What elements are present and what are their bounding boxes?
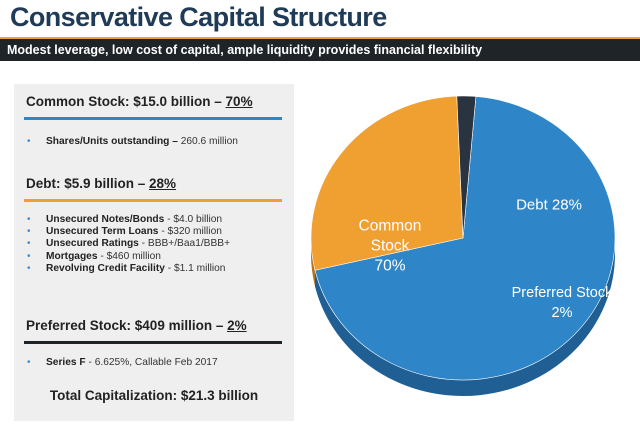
list-item: Shares/Units outstanding – 260.6 million [26,136,238,148]
common-stock-rule [24,117,282,120]
bullet-label: Unsecured Term Loans [46,226,159,238]
common-stock-percent: 70% [225,94,253,109]
pie-slice-common-stock [314,96,616,381]
page-title: Conservative Capital Structure [10,2,387,32]
debt-heading: Debt: $5.9 billion – 28% [26,176,176,191]
subtitle-banner: Modest leverage, low cost of capital, am… [0,39,640,61]
preferred-stock-heading: Preferred Stock: $409 million – 2% [26,318,247,333]
capital-summary-panel: Common Stock: $15.0 billion – 70% Shares… [14,84,294,421]
pie-label-debt: Debt 28% [516,196,582,213]
pie-label-line: Debt 28% [516,196,582,213]
debt-percent: 28% [149,176,177,191]
bullet-value: - BBB+/Baa1/BBB+ [138,238,231,250]
list-item: Series F - 6.625%, Callable Feb 2017 [26,357,218,369]
common-stock-bullets: Shares/Units outstanding – 260.6 million [26,136,238,148]
bullet-label: Mortgages [46,250,98,262]
list-item: Unsecured Term Loans - $320 million [26,226,230,238]
common-stock-heading-text: Common Stock: $15.0 billion – [26,94,226,109]
preferred-stock-heading-text: Preferred Stock: $409 million – [26,318,228,333]
common-stock-heading: Common Stock: $15.0 billion – 70% [26,94,253,109]
pie-chart-svg: Common Stock 70% Debt 28% Preferred Stock 2% [310,95,616,396]
bullet-value: - $320 million [158,226,222,238]
pie-label-line: Stock [371,237,410,254]
list-item: Revolving Credit Facility - $1.1 million [26,263,230,275]
debt-rule [24,199,282,202]
bullet-value: - $460 million [97,250,161,262]
total-capitalization: Total Capitalization: $21.3 billion [49,388,259,403]
debt-heading-text: Debt: $5.9 billion – [26,176,150,191]
bullet-label: Unsecured Notes/Bonds [46,214,165,225]
list-item: Unsecured Ratings - BBB+/Baa1/BBB+ [26,238,230,250]
pie-label-preferred-stock: Preferred Stock 2% [512,285,613,321]
bullet-value: - 6.625%, Callable Feb 2017 [85,357,218,368]
pie-label-line: Common [359,217,422,234]
bullet-value: 260.6 million [177,136,238,147]
bullet-value: - $4.0 billion [164,214,223,225]
capital-structure-pie-chart: Common Stock 70% Debt 28% Preferred Stock 2% [300,90,635,420]
bullet-label: Revolving Credit Facility [46,262,165,274]
preferred-stock-rule [24,341,282,344]
pie-label-line: 70% [374,257,405,274]
debt-bullets: Unsecured Notes/Bonds - $4.0 billion Uns… [26,214,230,275]
title-underline [0,37,640,39]
pie-label-common-stock: Common Stock 70% [359,217,422,274]
preferred-stock-percent: 2% [227,318,247,333]
bullet-label: Shares/Units outstanding – [46,136,178,147]
pie-label-line: 2% [552,305,573,321]
pie-label-line: Preferred Stock [512,285,613,301]
preferred-stock-bullets: Series F - 6.625%, Callable Feb 2017 [26,357,218,369]
bullet-label: Series F [46,357,86,368]
list-item: Mortgages - $460 million [26,251,230,263]
pie-slice-debt [310,95,464,271]
list-item: Unsecured Notes/Bonds - $4.0 billion [26,214,230,226]
pie-slice-preferred-stock [456,95,477,239]
bullet-label: Unsecured Ratings [46,238,139,250]
bullet-value: - $1.1 million [164,262,226,274]
